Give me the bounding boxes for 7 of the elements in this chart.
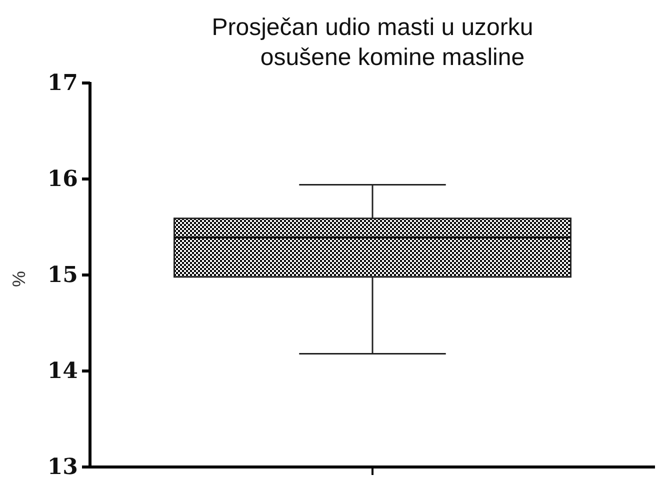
y-tick-label: 14 [47, 358, 78, 384]
y-axis-title: % [9, 270, 29, 288]
y-tick-label: 15 [47, 262, 78, 288]
y-tick-label: 16 [47, 166, 78, 192]
chart-title: Prosječan udio masti u uzorku osušene komine masline [212, 14, 534, 71]
y-tick-label: 17 [47, 70, 78, 96]
y-tick-label: 13 [47, 454, 78, 477]
